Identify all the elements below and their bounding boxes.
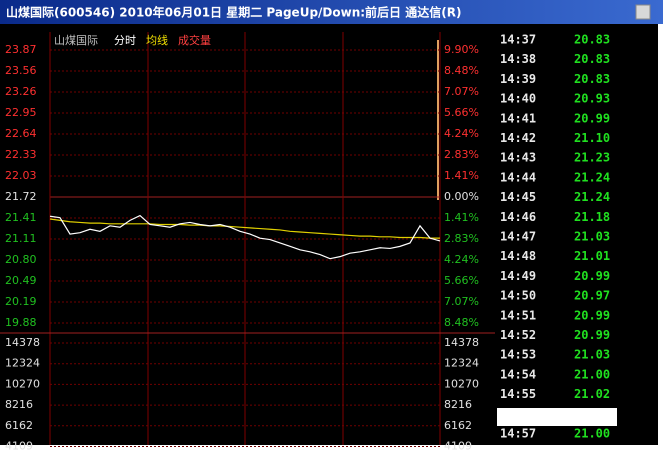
price-label: 21.72 <box>5 190 37 203</box>
tick-price: 21.10 <box>574 131 610 145</box>
price-label: 22.03 <box>5 169 37 182</box>
tick-time: 14:39 <box>500 72 536 86</box>
pct-label: 5.66% <box>444 106 479 119</box>
avg-line <box>49 218 440 239</box>
pct-label: 4.24% <box>444 253 479 266</box>
legend-item: 均线 <box>146 33 168 47</box>
price-label: 22.64 <box>5 127 37 140</box>
vol-label: 8216 <box>5 398 33 411</box>
tick-price: 20.83 <box>574 52 610 66</box>
tick-price: 21.00 <box>574 427 610 441</box>
price-line <box>49 214 441 260</box>
chart-panel <box>0 24 495 445</box>
tick-price: 20.93 <box>574 92 610 106</box>
tick-price: 21.24 <box>574 170 610 184</box>
tick-price: 20.99 <box>574 111 610 125</box>
price-label: 21.41 <box>5 211 37 224</box>
ticker-panel <box>495 24 658 445</box>
price-label: 22.95 <box>5 106 37 119</box>
tick-price: 20.99 <box>574 328 610 342</box>
vol-label-r: 6162 <box>444 419 472 432</box>
legend-item: 分时 <box>114 34 136 47</box>
pct-label: 4.24% <box>444 127 479 140</box>
price-label: 20.19 <box>5 295 37 308</box>
vol-label: 14378 <box>5 336 40 349</box>
tick-time: 14:45 <box>500 190 536 204</box>
pct-label: 1.41% <box>444 169 479 182</box>
vol-label-r: 8216 <box>444 398 472 411</box>
tick-price: 20.99 <box>574 269 610 283</box>
tick-time: 14:44 <box>500 170 536 184</box>
tick-price: 20.99 <box>574 308 610 322</box>
tick-time: 14:48 <box>500 249 536 263</box>
tick-price: 20.97 <box>574 289 610 303</box>
tick-price: 21.23 <box>574 151 610 165</box>
tick-time: 14:53 <box>500 348 536 362</box>
pct-label: 1.41% <box>444 211 479 224</box>
title-text: 山煤国际(600546) 2010年06月01日 星期二 PageUp/Down… <box>6 5 461 20</box>
tick-time: 14:37 <box>500 33 536 47</box>
pct-label: 8.48% <box>444 316 479 329</box>
tick-price: 21.24 <box>574 190 610 204</box>
tick-time: 14:42 <box>500 131 536 145</box>
tick-price: 20.83 <box>574 33 610 47</box>
vol-label: 10270 <box>5 377 40 390</box>
vol-label: 6162 <box>5 419 33 432</box>
tick-time: 14:50 <box>500 289 536 303</box>
tick-time: 14:57 <box>500 427 536 441</box>
vol-label-r: 14378 <box>444 336 479 349</box>
price-label: 20.80 <box>5 253 37 266</box>
tick-time: 14:46 <box>500 210 536 224</box>
vol-label: 4109 <box>5 440 33 453</box>
vol-label-r: 4109 <box>444 440 472 453</box>
legend-item: 山煤国际 <box>54 34 98 47</box>
pct-label: 0.00% <box>444 190 479 203</box>
tick-price: 20.83 <box>574 72 610 86</box>
vol-label: 12324 <box>5 357 40 370</box>
cover-block <box>497 408 617 426</box>
legend-item: 成交量 <box>178 33 211 47</box>
window-button[interactable] <box>635 4 651 20</box>
tick-price: 21.03 <box>574 230 610 244</box>
vol-label-r: 10270 <box>444 377 479 390</box>
tick-time: 14:49 <box>500 269 536 283</box>
tick-price: 21.00 <box>574 367 610 381</box>
pct-label: 5.66% <box>444 274 479 287</box>
pct-label: 7.07% <box>444 85 479 98</box>
vol-label-r: 12324 <box>444 357 479 370</box>
tick-time: 14:47 <box>500 230 536 244</box>
title-bar <box>0 0 663 24</box>
price-label: 23.26 <box>5 85 37 98</box>
pct-label: 2.83% <box>444 148 479 161</box>
tick-time: 14:41 <box>500 111 536 125</box>
pct-label: 2.83% <box>444 232 479 245</box>
price-label: 23.56 <box>5 64 37 77</box>
pct-label: 9.90% <box>444 43 479 56</box>
tick-price: 21.18 <box>574 210 610 224</box>
tick-price: 21.01 <box>574 249 610 263</box>
tick-time: 14:40 <box>500 92 536 106</box>
tick-price: 21.03 <box>574 348 610 362</box>
tick-time: 14:51 <box>500 308 536 322</box>
pct-label: 8.48% <box>444 64 479 77</box>
tick-time: 14:52 <box>500 328 536 342</box>
pct-label: 7.07% <box>444 295 479 308</box>
tick-time: 14:43 <box>500 151 536 165</box>
price-label: 23.87 <box>5 43 37 56</box>
tick-time: 14:55 <box>500 387 536 401</box>
price-label: 19.88 <box>5 316 37 329</box>
tick-time: 14:54 <box>500 367 536 381</box>
price-label: 22.33 <box>5 148 37 161</box>
tick-time: 14:38 <box>500 52 536 66</box>
tick-price: 21.02 <box>574 387 610 401</box>
price-label: 21.11 <box>5 232 37 245</box>
price-label: 20.49 <box>5 274 37 287</box>
